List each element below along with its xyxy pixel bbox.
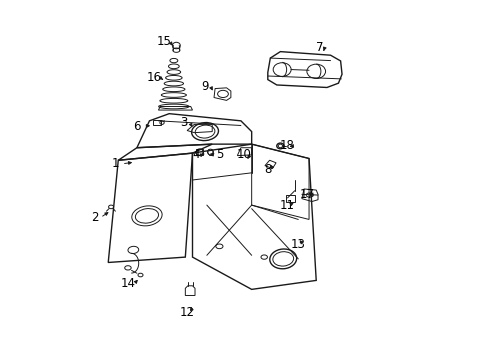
Text: 2: 2 — [91, 211, 98, 224]
Text: 13: 13 — [290, 238, 305, 251]
Text: 18: 18 — [280, 139, 294, 152]
Text: 7: 7 — [315, 41, 323, 54]
Text: 15: 15 — [156, 35, 171, 49]
Text: 14: 14 — [120, 278, 135, 291]
Text: 9: 9 — [201, 80, 208, 93]
Bar — [153, 120, 161, 126]
Text: 3: 3 — [180, 116, 187, 129]
Text: 11: 11 — [280, 199, 294, 212]
Text: 6: 6 — [133, 120, 141, 133]
Text: 8: 8 — [264, 163, 271, 176]
Bar — [286, 195, 295, 202]
Text: 12: 12 — [179, 306, 194, 319]
Text: 4: 4 — [192, 148, 200, 161]
Text: 17: 17 — [299, 188, 314, 201]
Text: 5: 5 — [215, 148, 223, 161]
Text: 1: 1 — [111, 157, 119, 170]
Text: 10: 10 — [237, 148, 251, 161]
Text: 16: 16 — [146, 71, 162, 84]
Bar — [196, 149, 203, 155]
